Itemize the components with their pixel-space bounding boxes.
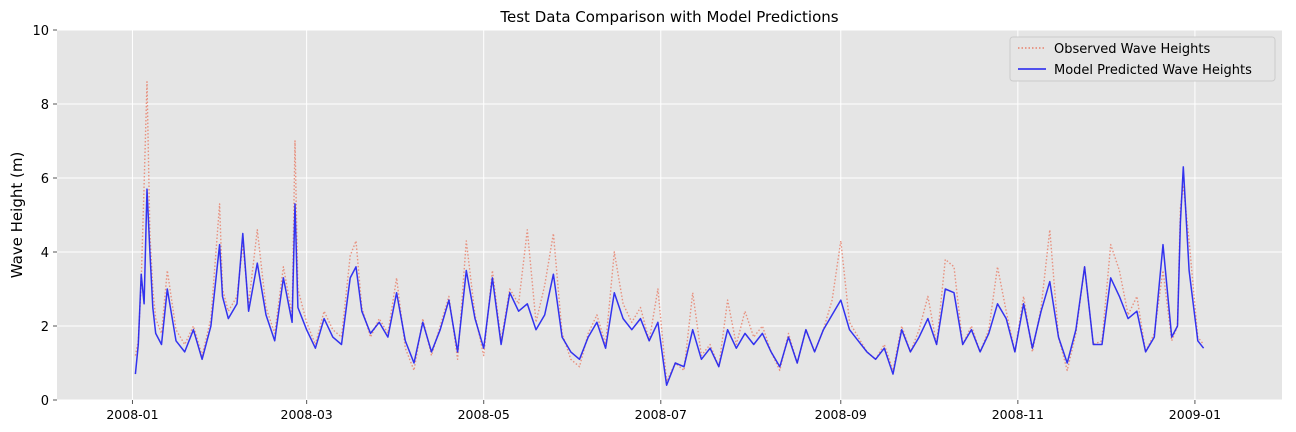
x-tick-label: 2008-07 [635, 407, 687, 422]
y-tick-label: 10 [32, 24, 49, 39]
series-layer [134, 81, 1205, 386]
legend-label-observed: Observed Wave Heights [1054, 42, 1210, 57]
x-tick-label: 2008-05 [458, 407, 510, 422]
y-tick-label: 4 [41, 246, 49, 261]
y-axis-title: Wave Height (m) [8, 152, 26, 279]
predicted-wave-heights-line [134, 166, 1205, 386]
grid-lines [57, 29, 1282, 401]
y-tick-label: 6 [41, 172, 49, 187]
chart-title: Test Data Comparison with Model Predicti… [499, 8, 838, 26]
x-tick-label: 2008-11 [992, 407, 1044, 422]
y-axis: 0 2 4 6 8 10 [32, 24, 57, 409]
legend-label-predicted: Model Predicted Wave Heights [1054, 63, 1252, 78]
x-tick-label: 2008-01 [106, 407, 158, 422]
y-tick-label: 2 [41, 320, 49, 335]
legend-box [1009, 36, 1276, 82]
legend: Observed Wave Heights Model Predicted Wa… [1009, 36, 1276, 82]
x-axis: 2008-01 2008-03 2008-05 2008-07 2008-09 2008-… [106, 400, 1221, 422]
y-tick-label: 0 [41, 394, 49, 409]
plot-area [57, 30, 1282, 400]
x-tick-label: 2008-09 [815, 407, 867, 422]
x-tick-label: 2008-03 [281, 407, 333, 422]
y-tick-label: 8 [41, 98, 49, 113]
x-tick-label: 2009-01 [1169, 407, 1221, 422]
